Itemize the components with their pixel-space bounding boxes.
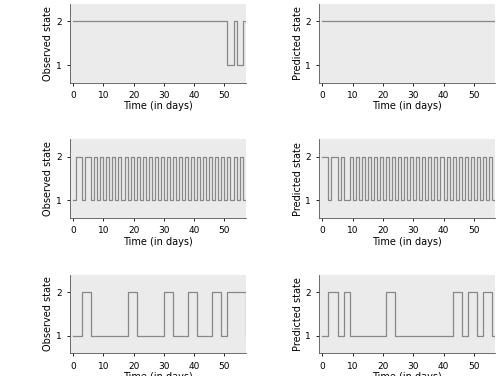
X-axis label: Time (in days): Time (in days) bbox=[123, 237, 192, 247]
Y-axis label: Observed state: Observed state bbox=[43, 277, 53, 352]
X-axis label: Time (in days): Time (in days) bbox=[123, 372, 192, 376]
X-axis label: Time (in days): Time (in days) bbox=[372, 101, 442, 111]
Y-axis label: Predicted state: Predicted state bbox=[292, 6, 302, 80]
Y-axis label: Observed state: Observed state bbox=[43, 141, 53, 216]
Y-axis label: Predicted state: Predicted state bbox=[292, 142, 302, 215]
X-axis label: Time (in days): Time (in days) bbox=[123, 101, 192, 111]
Y-axis label: Observed state: Observed state bbox=[43, 6, 53, 80]
X-axis label: Time (in days): Time (in days) bbox=[372, 372, 442, 376]
Y-axis label: Predicted state: Predicted state bbox=[292, 277, 302, 351]
X-axis label: Time (in days): Time (in days) bbox=[372, 237, 442, 247]
